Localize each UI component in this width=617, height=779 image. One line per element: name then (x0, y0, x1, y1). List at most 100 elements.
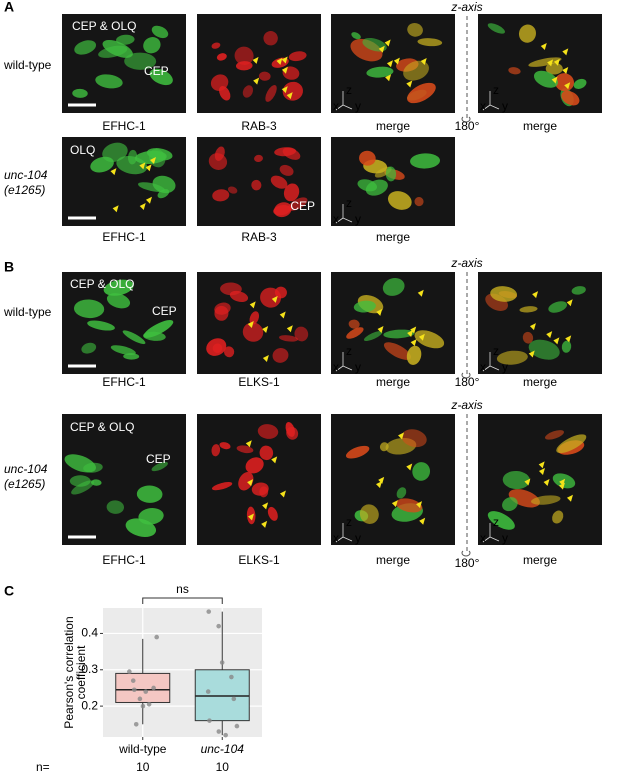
cell-signal (414, 196, 424, 207)
cell-signal (519, 306, 538, 313)
cell-signal (531, 495, 561, 505)
arrowhead-marker (553, 58, 560, 66)
y-axis-label: Pearson's correlation (62, 616, 76, 728)
cell-signal (496, 350, 528, 365)
cell-signal (143, 37, 161, 54)
arrowhead-marker (253, 77, 260, 85)
cell-signal (249, 311, 260, 325)
arrowhead-marker (262, 325, 269, 333)
image-caption: RAB-3 (241, 230, 277, 244)
panel-label: A (4, 0, 14, 15)
axis-glyph (482, 91, 500, 111)
image-annotation: CEP (290, 199, 315, 213)
arrowhead-marker (378, 476, 385, 484)
cell-signal (272, 348, 289, 363)
arrowhead-marker (419, 517, 426, 525)
data-point (151, 685, 156, 691)
image-caption: RAB-3 (241, 119, 277, 133)
cell-signal (573, 78, 587, 89)
data-point (205, 689, 211, 694)
axis-glyph-label: x (333, 531, 339, 545)
arrowhead-marker (543, 478, 550, 486)
arrowhead-marker (139, 203, 146, 211)
arrowhead-marker (406, 463, 413, 471)
axis-glyph-label: y (355, 360, 361, 374)
cell-signal (242, 85, 254, 98)
arrowhead-marker (139, 162, 146, 170)
cell-signal (279, 164, 294, 176)
image-caption: ELKS-1 (238, 553, 280, 567)
arrowhead-marker (410, 339, 417, 347)
cell-signal (406, 345, 422, 365)
image-annotation: CEP (152, 304, 177, 318)
cell-signal (273, 205, 291, 216)
axis-glyph-label: y (355, 212, 361, 226)
axis-glyph-label: z (346, 344, 352, 358)
cell-signal (74, 40, 97, 55)
cell-signal (417, 38, 443, 47)
cell-signal (124, 52, 157, 70)
arrowhead-marker (562, 48, 569, 56)
cell-signal (106, 500, 125, 514)
arrowhead-marker (566, 299, 573, 307)
cell-signal (263, 31, 278, 46)
cell-signal (487, 23, 505, 34)
rotation-label: 180° (455, 556, 480, 570)
z-axis-label: z-axis (450, 398, 482, 412)
cell-signal (149, 68, 173, 86)
y-axis-label: coefficient (74, 645, 88, 699)
cell-signal (103, 279, 134, 296)
axis-glyph (335, 204, 353, 224)
panel-label: B (4, 259, 14, 275)
cell-signal (211, 444, 221, 457)
arrowhead-marker (281, 66, 288, 74)
image-caption: merge (376, 230, 410, 244)
cell-signal (73, 299, 105, 319)
cell-signal (220, 282, 242, 296)
data-point (207, 718, 212, 723)
cell-signal (283, 183, 300, 202)
arrowhead-marker (149, 157, 156, 165)
arrowhead-marker (420, 58, 427, 66)
axis-glyph-label: z (346, 515, 352, 529)
arrowhead-marker (529, 323, 536, 331)
cell-signal (134, 150, 167, 164)
condition-label: (e1265) (4, 183, 45, 197)
cell-signal (123, 353, 140, 360)
arrowhead-marker (558, 482, 565, 490)
cell-signal (522, 331, 534, 344)
cell-signal (396, 487, 407, 499)
arrowhead-marker (551, 76, 558, 84)
y-tick-label: 0.2 (81, 698, 98, 712)
n-value: 10 (216, 760, 230, 774)
arrowhead-marker (393, 57, 400, 65)
cell-signal (508, 67, 521, 75)
cell-signal (414, 330, 445, 349)
cell-signal (265, 85, 277, 102)
cell-signal (410, 153, 441, 169)
cell-signal (71, 480, 95, 495)
cell-signal (95, 74, 123, 89)
arrowhead-marker (271, 456, 278, 464)
rotation-arrow (461, 116, 471, 123)
micrograph (331, 14, 455, 113)
arrowhead-marker (384, 39, 391, 47)
data-point (206, 609, 212, 614)
axis-glyph-label: y (502, 531, 508, 545)
axis-glyph-label: x (333, 360, 339, 374)
cell-signal (151, 25, 169, 39)
cell-signal (288, 197, 308, 211)
cell-signal (552, 510, 564, 524)
cell-signal (143, 331, 166, 341)
arrowhead-marker (553, 337, 560, 345)
cell-signal (561, 340, 572, 353)
arrowhead-marker (281, 56, 288, 64)
cell-signal (212, 189, 230, 202)
arrowhead-marker (261, 520, 268, 528)
arrowhead-marker (562, 67, 569, 75)
axis-glyph-label: x (480, 360, 486, 374)
arrowhead-marker (145, 164, 152, 172)
axis-glyph (335, 91, 353, 111)
condition-label: unc-104 (4, 168, 48, 182)
arrowhead-marker (262, 502, 269, 510)
